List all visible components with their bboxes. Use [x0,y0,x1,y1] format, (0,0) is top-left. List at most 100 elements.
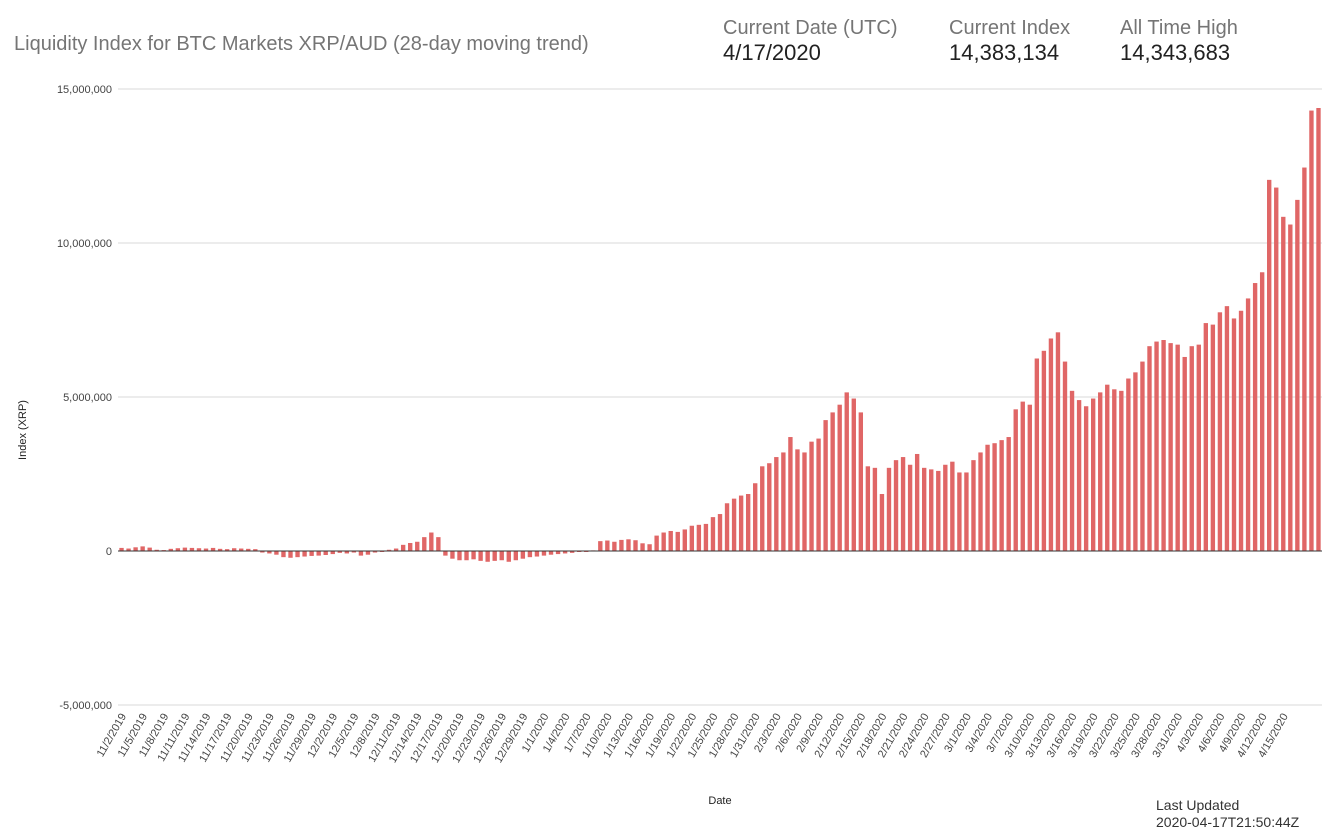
bar [154,549,159,551]
bar [1182,356,1187,551]
bar [1062,361,1068,551]
bar [605,540,610,551]
bar [1126,378,1131,551]
bar [1245,298,1251,551]
bar [865,466,871,551]
bar [239,548,244,551]
bar [696,524,702,551]
bar [422,537,427,551]
all-time-high-stat: All Time High 14,343,683 [1120,16,1238,66]
bar [295,551,300,558]
bar [182,547,188,551]
bar [1112,389,1117,551]
bar [1055,332,1061,551]
bar [231,548,237,551]
bar [189,547,195,551]
bar [1140,361,1145,551]
bar [943,464,948,551]
bar [569,551,575,553]
bar [1119,390,1124,551]
bar [1034,358,1040,551]
bar [1231,318,1237,551]
current-index-label: Current Index [949,17,1071,39]
bar [126,548,131,551]
bar [914,453,920,551]
bar [978,452,983,551]
bar [1302,167,1307,552]
bar [760,466,765,551]
bar [1076,400,1082,551]
bar [936,470,941,551]
x-axis-label: Date [708,795,731,807]
y-axis-label: Index (XRP) [17,400,29,460]
bar [302,551,307,557]
bar [534,551,540,557]
y-tick-label: 10,000,000 [57,238,112,250]
bar [816,438,821,551]
bar [633,540,638,551]
bar [365,551,371,555]
bar [436,537,441,551]
bar [1203,323,1209,551]
y-tick-label: 5,000,000 [63,392,112,404]
bar [1098,392,1103,551]
bar [499,551,504,561]
bar [668,530,673,551]
current-date-label: Current Date (UTC) [723,17,898,39]
bar [1090,398,1096,551]
bar [1020,401,1025,551]
bar [168,548,173,551]
bar [661,532,666,551]
bar [210,547,216,551]
bar [196,548,202,551]
bar [253,549,258,551]
bar [344,551,350,554]
bar [267,551,272,554]
bar [879,494,885,551]
bar [548,551,554,555]
bar [774,457,779,551]
bar [647,544,652,551]
bar [1161,340,1166,551]
bar [1013,409,1018,551]
bar [464,551,469,561]
bar [598,541,603,551]
current-index-value: 14,383,134 [949,40,1060,65]
bar [1147,346,1152,551]
bar [710,517,716,551]
bar [1224,306,1230,551]
bar [1309,110,1314,551]
bar [717,514,723,551]
bar [1274,187,1279,551]
bar [408,542,413,551]
bar [893,460,899,551]
bar [520,551,526,559]
bar [1217,312,1223,551]
bar [823,420,828,551]
bar [224,549,230,551]
bar [358,551,364,556]
bar [478,551,483,561]
bar [795,449,800,551]
bar [1168,343,1173,551]
bar [175,548,181,551]
bar [1105,384,1110,551]
x-axis-ticks: 11/2/201911/5/201911/8/201911/11/201911/… [95,712,1291,766]
bar [555,551,561,555]
bar [330,551,335,555]
bar [337,551,342,553]
all-time-high-value: 14,343,683 [1120,40,1231,65]
bar [203,548,209,551]
bar [950,461,955,551]
bar [858,412,864,551]
bar [964,472,969,551]
bar [999,440,1004,551]
bar [246,548,251,551]
bar [900,457,906,551]
bar [731,498,737,551]
bar [985,444,990,551]
bar [1154,341,1159,551]
bar [745,494,751,551]
last-updated: Last Updated 2020-04-17T21:50:44Z [1156,797,1299,831]
